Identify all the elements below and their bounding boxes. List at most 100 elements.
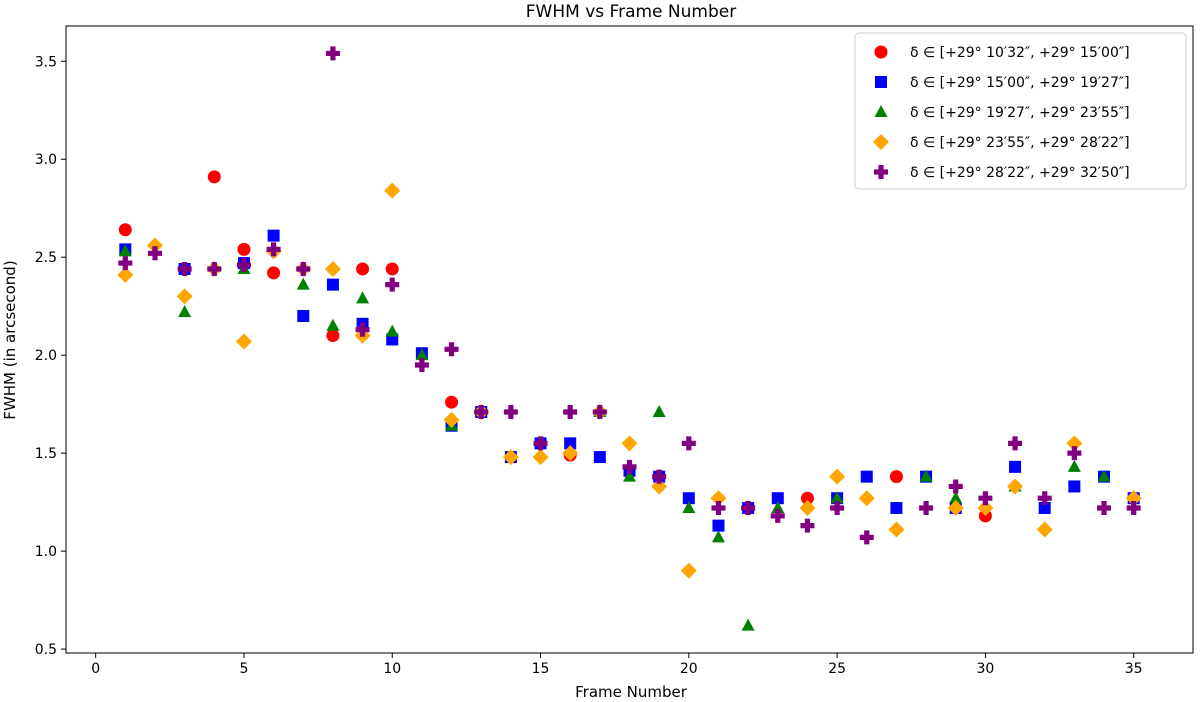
data-point <box>414 357 429 372</box>
data-point <box>919 501 934 516</box>
data-point <box>118 223 132 237</box>
data-point <box>474 404 489 419</box>
data-point <box>741 501 756 516</box>
data-point <box>652 469 667 484</box>
data-point <box>1126 501 1141 516</box>
x-axis-ticks: 0 5 10 15 20 25 30 35 <box>91 653 1143 677</box>
data-point <box>651 478 668 495</box>
data-point <box>919 469 933 482</box>
data-point <box>593 451 606 464</box>
data-point <box>947 500 964 517</box>
data-point <box>326 318 340 331</box>
data-point <box>146 237 163 254</box>
data-point <box>236 258 251 273</box>
x-tick-label: 30 <box>976 661 994 677</box>
data-point <box>800 518 815 533</box>
data-point <box>889 470 903 484</box>
data-point <box>1007 478 1024 495</box>
x-tick-label: 25 <box>828 661 846 677</box>
data-point <box>771 492 784 505</box>
legend-box <box>854 32 1187 190</box>
legend-marker <box>874 165 888 179</box>
data-point <box>800 491 814 505</box>
legend-label: δ ∈ [+29° 19′27″, +29° 23′55″] <box>910 105 1130 121</box>
data-point <box>682 501 696 514</box>
data-point <box>325 46 340 61</box>
data-point <box>118 244 132 257</box>
data-point <box>237 242 251 256</box>
data-point <box>1097 469 1111 482</box>
legend-marker <box>873 134 889 150</box>
data-points <box>117 46 1142 631</box>
data-point <box>592 404 607 419</box>
data-point <box>1067 446 1082 461</box>
data-point <box>444 342 459 357</box>
data-point <box>384 182 401 199</box>
data-point <box>712 519 725 532</box>
chart-title: FWHM vs Frame Number <box>526 2 736 22</box>
data-point <box>178 305 192 318</box>
data-point <box>652 404 666 417</box>
series-1 <box>118 170 992 523</box>
legend-label: δ ∈ [+29° 15′00″, +29° 19′27″] <box>910 75 1130 91</box>
x-tick-label: 5 <box>239 661 248 677</box>
data-point <box>117 266 134 283</box>
data-point <box>118 256 133 271</box>
data-point <box>890 502 903 515</box>
data-point <box>385 324 399 337</box>
data-point <box>326 278 339 291</box>
legend-label: δ ∈ [+29° 10′32″, +29° 15′00″] <box>910 45 1130 61</box>
series-4 <box>117 182 1142 579</box>
data-point <box>621 435 638 452</box>
data-point <box>741 618 755 631</box>
data-point <box>978 491 993 506</box>
data-point <box>830 491 844 504</box>
data-point <box>533 436 548 451</box>
data-point <box>1037 491 1052 506</box>
data-point <box>207 170 221 184</box>
data-point <box>622 459 637 474</box>
data-point <box>563 404 578 419</box>
data-point <box>1038 502 1051 515</box>
data-point <box>355 322 370 337</box>
x-tick-label: 15 <box>532 661 550 677</box>
y-tick-label: 2.5 <box>35 250 57 266</box>
data-point <box>682 492 695 505</box>
x-tick-label: 35 <box>1125 661 1143 677</box>
legend-marker <box>874 105 888 117</box>
data-point <box>888 521 905 538</box>
data-point <box>296 261 311 276</box>
data-point <box>356 262 370 276</box>
x-tick-label: 20 <box>680 661 698 677</box>
data-point <box>1067 459 1081 472</box>
legend-label: δ ∈ [+29° 28′22″, +29° 32′50″] <box>910 165 1130 181</box>
data-point <box>564 437 577 450</box>
data-point <box>1066 435 1083 452</box>
y-axis-ticks: 0.5 1.0 1.5 2.0 2.5 3.0 3.5 <box>35 54 66 658</box>
data-point <box>770 508 785 523</box>
data-point <box>267 266 281 280</box>
data-point <box>829 468 846 485</box>
data-point <box>860 470 873 483</box>
y-tick-label: 3.0 <box>35 152 57 168</box>
series-3 <box>118 244 1111 631</box>
data-point <box>324 260 341 277</box>
y-tick-label: 0.5 <box>35 642 57 658</box>
data-point <box>623 469 636 482</box>
y-tick-label: 1.5 <box>35 446 57 462</box>
data-point <box>147 246 162 261</box>
data-point <box>296 277 310 290</box>
data-point <box>385 262 399 276</box>
legend-label: δ ∈ [+29° 23′55″, +29° 28′22″] <box>910 135 1130 151</box>
y-tick-label: 2.0 <box>35 348 57 364</box>
data-point <box>799 500 816 517</box>
data-point <box>1125 490 1142 507</box>
data-point <box>859 530 874 545</box>
x-axis-label: Frame Number <box>575 683 688 701</box>
data-point <box>297 309 310 322</box>
y-tick-label: 1.0 <box>35 544 57 560</box>
data-point <box>977 500 994 517</box>
y-tick-label: 3.5 <box>35 54 57 70</box>
data-point <box>326 329 340 343</box>
legend: δ ∈ [+29° 10′32″, +29° 15′00″] δ ∈ [+29° … <box>854 32 1187 190</box>
